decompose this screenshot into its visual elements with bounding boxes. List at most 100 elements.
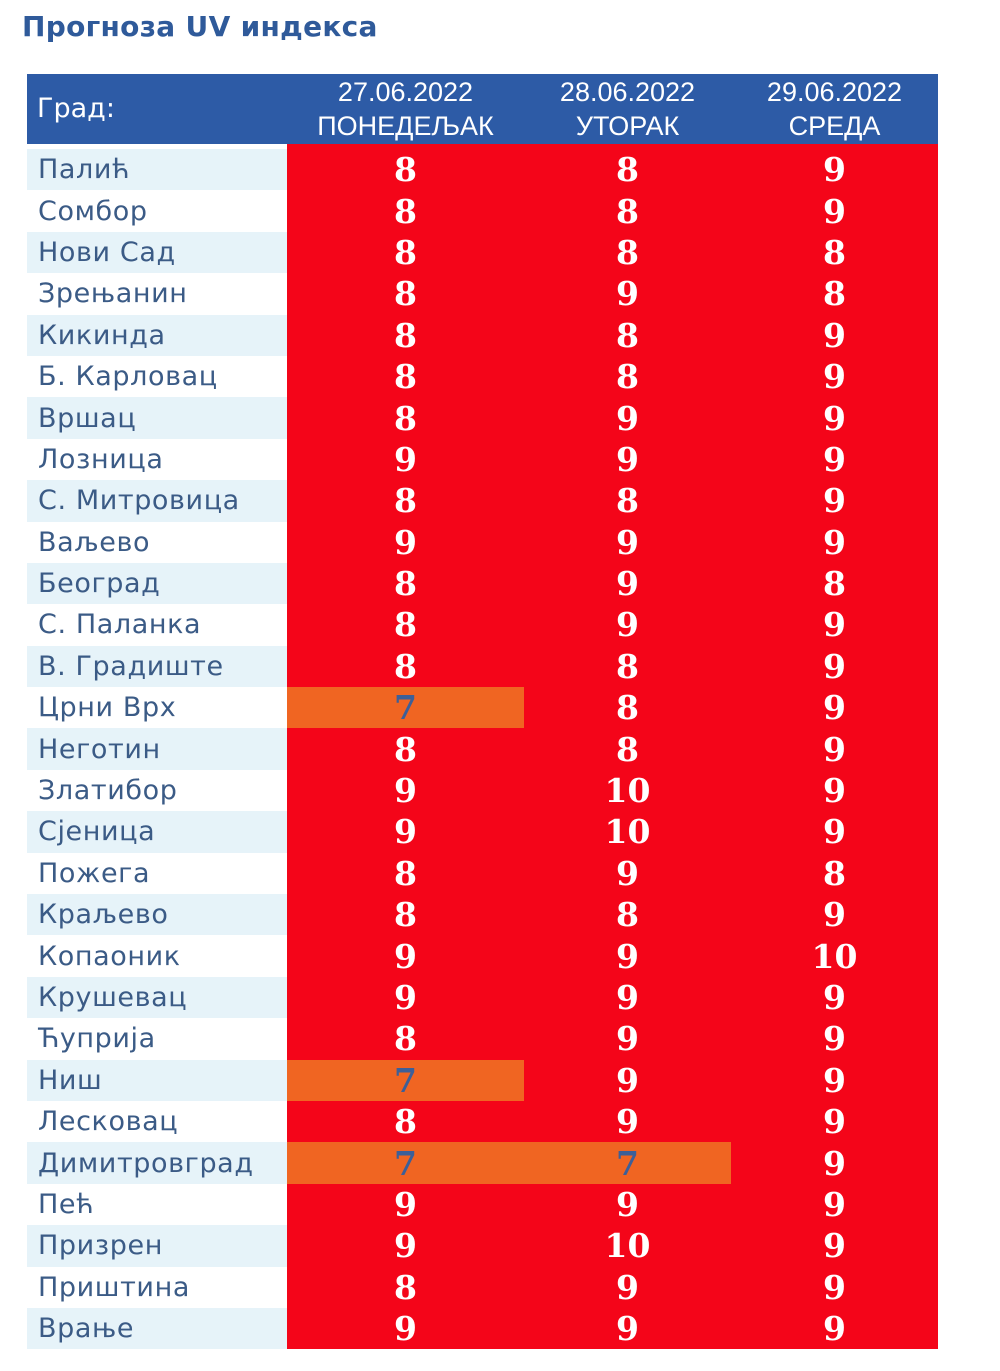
uv-index-value: 8 bbox=[731, 562, 938, 605]
uv-index-value: 9 bbox=[287, 1307, 524, 1350]
city-column-header: Град: bbox=[37, 93, 115, 124]
uv-index-value: 9 bbox=[731, 1266, 938, 1308]
uv-index-value: 8 bbox=[287, 273, 524, 315]
table-row: Димитровград 7 7 9 bbox=[27, 1142, 938, 1184]
uv-index-value: 8 bbox=[524, 728, 731, 770]
city-name: Сјеница bbox=[27, 811, 287, 853]
uv-index-value: 8 bbox=[524, 149, 731, 191]
uv-index-value: 8 bbox=[287, 231, 524, 274]
uv-index-value: 8 bbox=[287, 852, 524, 895]
table-row: Кикинда 8 8 9 bbox=[27, 314, 938, 356]
uv-index-value: 9 bbox=[524, 438, 731, 481]
day-date: 27.06.2022 bbox=[337, 77, 474, 107]
uv-index-value: 8 bbox=[731, 273, 938, 315]
uv-index-value: 9 bbox=[731, 976, 938, 1019]
uv-index-value: 10 bbox=[524, 1225, 731, 1267]
uv-index-value: 8 bbox=[287, 397, 524, 439]
city-name: Црни Врх bbox=[27, 687, 287, 729]
uv-index-value: 8 bbox=[731, 852, 938, 895]
uv-index-value: 9 bbox=[731, 1183, 938, 1226]
city-name: Београд bbox=[27, 562, 287, 605]
uv-forecast-table: Град: 27.06.2022 ПОНЕДЕЉАК 28.06.2022 УТ… bbox=[27, 74, 938, 1350]
uv-index-value: 9 bbox=[524, 976, 731, 1019]
table-row: С. Митровица 8 8 9 bbox=[27, 480, 938, 522]
city-name: Неготин bbox=[27, 728, 287, 770]
uv-index-value: 9 bbox=[731, 894, 938, 936]
table-row: Ћуприја 8 9 9 bbox=[27, 1018, 938, 1060]
table-row: Копаоник 9 9 10 bbox=[27, 935, 938, 977]
uv-index-value: 8 bbox=[287, 1018, 524, 1060]
day-weekday: СРЕДА bbox=[788, 111, 881, 141]
uv-index-value: 8 bbox=[287, 604, 524, 646]
spacer-cell bbox=[731, 144, 938, 149]
city-name: Приштина bbox=[27, 1266, 287, 1308]
uv-index-value: 10 bbox=[524, 811, 731, 853]
table-row: Приштина 8 9 9 bbox=[27, 1266, 938, 1308]
uv-index-value: 9 bbox=[731, 769, 938, 812]
uv-index-value: 8 bbox=[524, 190, 731, 232]
table-spacer-row bbox=[27, 144, 938, 149]
city-name: Палић bbox=[27, 149, 287, 191]
uv-index-value: 9 bbox=[524, 1266, 731, 1308]
uv-index-value: 8 bbox=[524, 480, 731, 522]
uv-index-value: 10 bbox=[731, 935, 938, 977]
day-column-header: 29.06.2022 СРЕДА bbox=[731, 74, 938, 144]
uv-index-value: 9 bbox=[524, 1018, 731, 1060]
uv-index-value: 9 bbox=[731, 1100, 938, 1143]
table-row: Палић 8 8 9 bbox=[27, 149, 938, 191]
uv-index-value: 9 bbox=[524, 562, 731, 605]
uv-index-value: 8 bbox=[287, 645, 524, 688]
city-name: Златибор bbox=[27, 769, 287, 812]
uv-index-value: 9 bbox=[731, 1018, 938, 1060]
uv-index-value: 9 bbox=[731, 521, 938, 563]
uv-index-value: 8 bbox=[287, 190, 524, 232]
spacer-cell bbox=[27, 144, 287, 149]
city-name: Пећ bbox=[27, 1183, 287, 1226]
uv-index-value: 9 bbox=[524, 1183, 731, 1226]
uv-index-value: 8 bbox=[287, 894, 524, 936]
uv-index-value: 7 bbox=[524, 1142, 731, 1184]
city-name: Ћуприја bbox=[27, 1018, 287, 1060]
spacer-cell bbox=[287, 144, 524, 149]
uv-index-value: 9 bbox=[731, 1142, 938, 1184]
city-name: Сомбор bbox=[27, 190, 287, 232]
uv-index-value: 8 bbox=[524, 314, 731, 356]
day-column-header: 28.06.2022 УТОРАК bbox=[524, 74, 731, 144]
uv-index-value: 9 bbox=[524, 521, 731, 563]
uv-index-value: 8 bbox=[524, 231, 731, 274]
uv-index-value: 9 bbox=[524, 852, 731, 895]
city-name: Ниш bbox=[27, 1059, 287, 1101]
uv-index-value: 9 bbox=[731, 1225, 938, 1267]
uv-index-value: 8 bbox=[287, 728, 524, 770]
city-name: Кикинда bbox=[27, 314, 287, 356]
city-name: Пожега bbox=[27, 852, 287, 895]
table-row: Краљево 8 8 9 bbox=[27, 894, 938, 936]
day-date: 28.06.2022 bbox=[559, 77, 696, 107]
uv-index-value: 9 bbox=[524, 604, 731, 646]
uv-index-value: 9 bbox=[524, 1100, 731, 1143]
uv-index-value: 9 bbox=[731, 811, 938, 853]
uv-index-value: 8 bbox=[524, 687, 731, 729]
table-row: Призрен 9 10 9 bbox=[27, 1225, 938, 1267]
page-title: Прогноза UV индекса bbox=[22, 10, 378, 43]
uv-index-value: 9 bbox=[731, 687, 938, 729]
table-row: Пожега 8 9 8 bbox=[27, 852, 938, 895]
table-row: Неготин 8 8 9 bbox=[27, 728, 938, 770]
uv-index-value: 10 bbox=[524, 769, 731, 812]
uv-index-value: 9 bbox=[287, 521, 524, 563]
table-header-row: Град: 27.06.2022 ПОНЕДЕЉАК 28.06.2022 УТ… bbox=[27, 74, 938, 144]
uv-index-value: 8 bbox=[287, 480, 524, 522]
uv-index-value: 9 bbox=[731, 397, 938, 439]
table-body: Палић 8 8 9 Сомбор 8 8 9 Нови Сад 8 8 8 Зрењанин 8 9 8 К… bbox=[27, 144, 938, 1350]
table-row: Лесковац 8 9 9 bbox=[27, 1100, 938, 1143]
uv-index-value: 9 bbox=[731, 1307, 938, 1350]
uv-index-value: 8 bbox=[287, 149, 524, 191]
uv-index-value: 9 bbox=[287, 1183, 524, 1226]
uv-index-value: 9 bbox=[731, 604, 938, 646]
city-name: С. Митровица bbox=[27, 480, 287, 522]
city-name: Врање bbox=[27, 1307, 287, 1350]
day-date: 29.06.2022 bbox=[766, 77, 903, 107]
city-name: Димитровград bbox=[27, 1142, 287, 1184]
table-row: Врање 9 9 9 bbox=[27, 1307, 938, 1350]
table-row: С. Паланка 8 9 9 bbox=[27, 604, 938, 646]
